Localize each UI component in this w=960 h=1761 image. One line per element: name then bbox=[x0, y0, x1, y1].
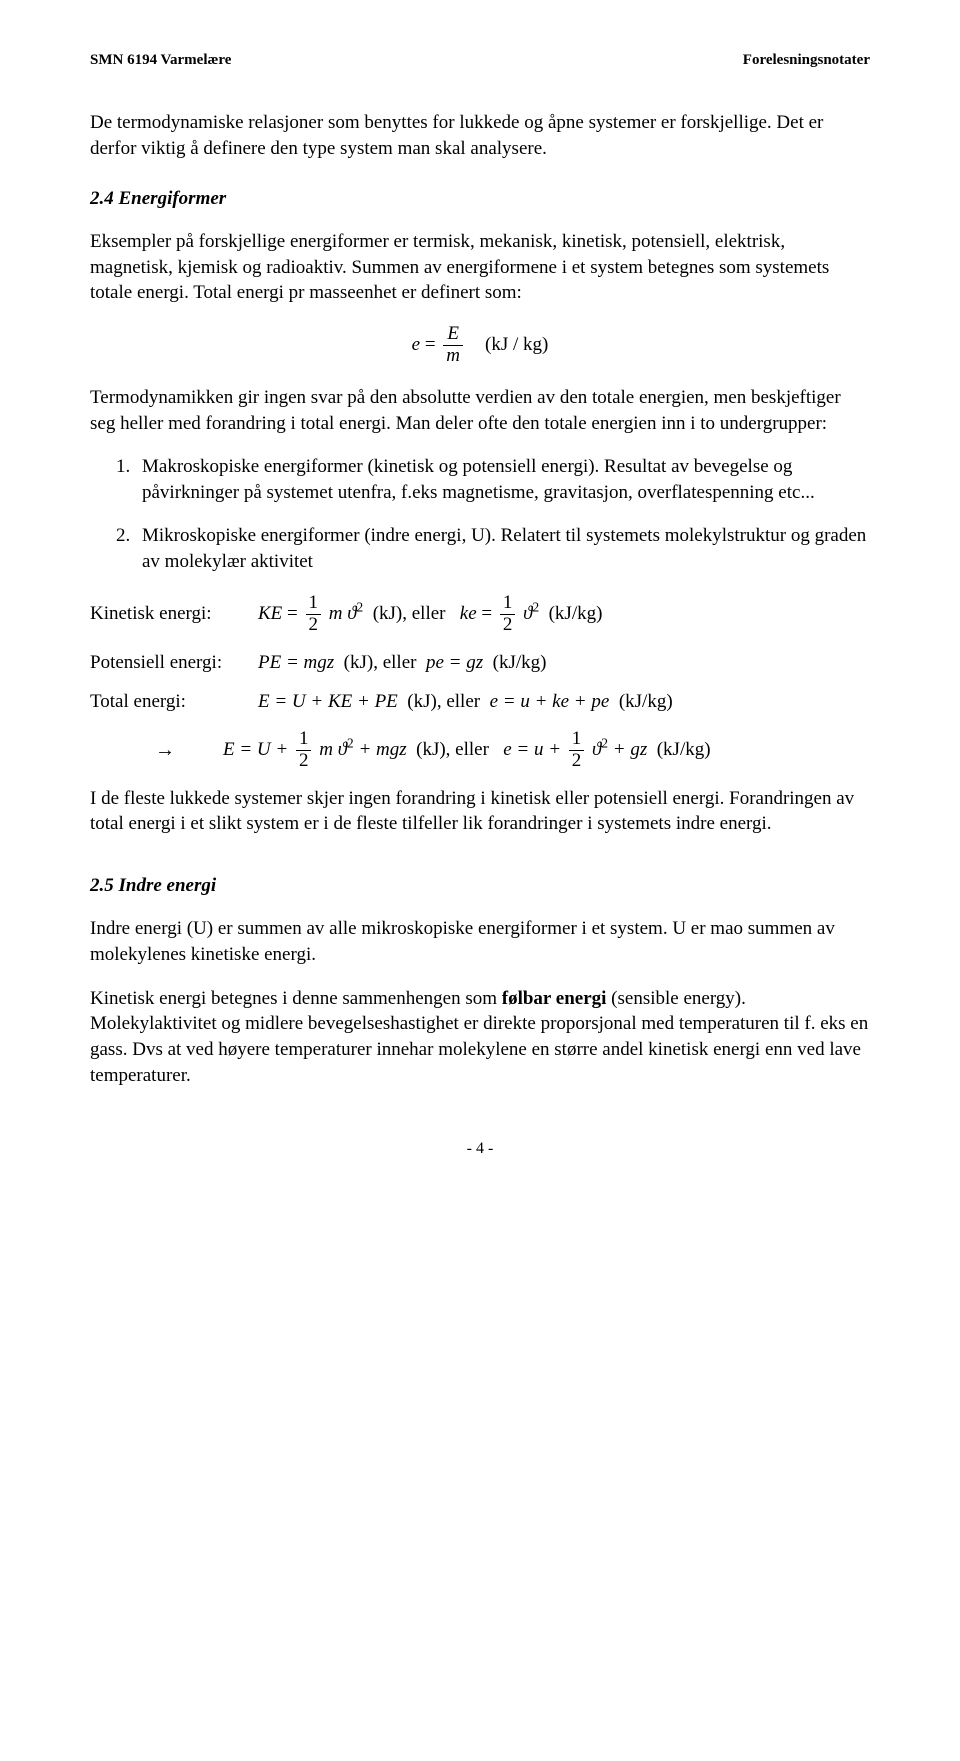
pe-unit2: (kJ/kg) bbox=[493, 652, 547, 673]
page-header: SMN 6194 Varmelære Forelesningsnotater bbox=[90, 50, 870, 70]
potential-energy-row: Potensiell energi: PE = mgz (kJ), eller … bbox=[90, 650, 870, 676]
te2-mid1: m ϑ bbox=[319, 739, 347, 760]
frac-den: 2 bbox=[296, 751, 312, 772]
pe-eq1: PE = mgz bbox=[258, 652, 334, 673]
sup-2: 2 bbox=[347, 735, 354, 750]
frac-num: 1 bbox=[306, 593, 322, 615]
section-2-4-p2: Termodynamikken gir ingen svar på den ab… bbox=[90, 385, 870, 436]
total-energy-expanded-row: → E = U + 1 2 m ϑ2 + mgz (kJ), eller e =… bbox=[90, 729, 870, 772]
list-item-1: 1. Makroskopiske energiformer (kinetisk … bbox=[90, 454, 870, 505]
list-text-1: Makroskopiske energiformer (kinetisk og … bbox=[142, 454, 870, 505]
te2-mid2: + mgz bbox=[358, 739, 406, 760]
frac-den: 2 bbox=[500, 615, 516, 636]
ke2-lhs: ke bbox=[460, 602, 477, 623]
pe-eq2: pe = gz bbox=[426, 652, 483, 673]
header-right: Forelesningsnotater bbox=[743, 50, 870, 70]
section-2-4-p3: I de fleste lukkede systemer skjer ingen… bbox=[90, 786, 870, 837]
te2-lhs2: e = u + bbox=[503, 739, 561, 760]
ke-lhs: KE bbox=[258, 602, 282, 623]
te2-mid4: + gz bbox=[613, 739, 647, 760]
section-2-4-p1: Eksempler på forskjellige energiformer e… bbox=[90, 229, 870, 306]
list-number: 1. bbox=[116, 454, 142, 505]
te-unit1: (kJ), eller bbox=[407, 691, 480, 712]
page-number: - 4 - bbox=[90, 1138, 870, 1160]
te2-unit1: (kJ), eller bbox=[416, 739, 489, 760]
te2-lhs: E = U + bbox=[223, 739, 288, 760]
eq-unit: (kJ / kg) bbox=[485, 334, 548, 355]
sup-2: 2 bbox=[601, 735, 608, 750]
header-left: SMN 6194 Varmelære bbox=[90, 50, 231, 70]
total-energy-row: Total energi: E = U + KE + PE (kJ), elle… bbox=[90, 689, 870, 715]
te-eq1: E = U + KE + PE bbox=[258, 691, 398, 712]
intro-paragraph: De termodynamiske relasjoner som benytte… bbox=[90, 110, 870, 161]
p2-part-a: Kinetisk energi betegnes i denne sammenh… bbox=[90, 988, 502, 1009]
te2-mid3: ϑ bbox=[592, 739, 601, 760]
section-2-5-p2: Kinetisk energi betegnes i denne sammenh… bbox=[90, 986, 870, 1089]
te-unit2: (kJ/kg) bbox=[619, 691, 673, 712]
eq-denominator: m bbox=[443, 346, 463, 367]
frac-num: 1 bbox=[296, 729, 312, 751]
te-eq2: e = u + ke + pe bbox=[490, 691, 610, 712]
pe-unit1: (kJ), eller bbox=[344, 652, 417, 673]
frac-num: 1 bbox=[569, 729, 585, 751]
frac-num: 1 bbox=[500, 593, 516, 615]
eq-numerator: E bbox=[443, 324, 463, 346]
list-item-2: 2. Mikroskopiske energiformer (indre ene… bbox=[90, 523, 870, 574]
te2-unit2: (kJ/kg) bbox=[657, 739, 711, 760]
ke-unit1: (kJ), eller bbox=[373, 602, 446, 623]
ke-mid: m ϑ bbox=[329, 602, 357, 623]
eq-lhs: e bbox=[412, 334, 420, 355]
equation-total-energy-per-mass: e = E m (kJ / kg) bbox=[90, 324, 870, 367]
section-2-5-p1: Indre energi (U) er summen av alle mikro… bbox=[90, 916, 870, 967]
sup-2: 2 bbox=[532, 599, 539, 614]
section-2-4-title: 2.4 Energiformer bbox=[90, 186, 870, 212]
list-text-2: Mikroskopiske energiformer (indre energi… bbox=[142, 523, 870, 574]
te-label: Total energi: bbox=[90, 689, 258, 715]
frac-den: 2 bbox=[569, 751, 585, 772]
frac-den: 2 bbox=[306, 615, 322, 636]
section-2-5-title: 2.5 Indre energi bbox=[90, 873, 870, 899]
pe-label: Potensiell energi: bbox=[90, 650, 258, 676]
arrow-icon: → bbox=[155, 737, 175, 764]
kinetic-energy-row: Kinetisk energi: KE = 1 2 m ϑ2 (kJ), ell… bbox=[90, 593, 870, 636]
sup-2: 2 bbox=[357, 599, 364, 614]
ke-unit2: (kJ/kg) bbox=[549, 602, 603, 623]
p2-bold: følbar energi bbox=[502, 988, 607, 1009]
list-number: 2. bbox=[116, 523, 142, 574]
ke-label: Kinetisk energi: bbox=[90, 601, 258, 627]
